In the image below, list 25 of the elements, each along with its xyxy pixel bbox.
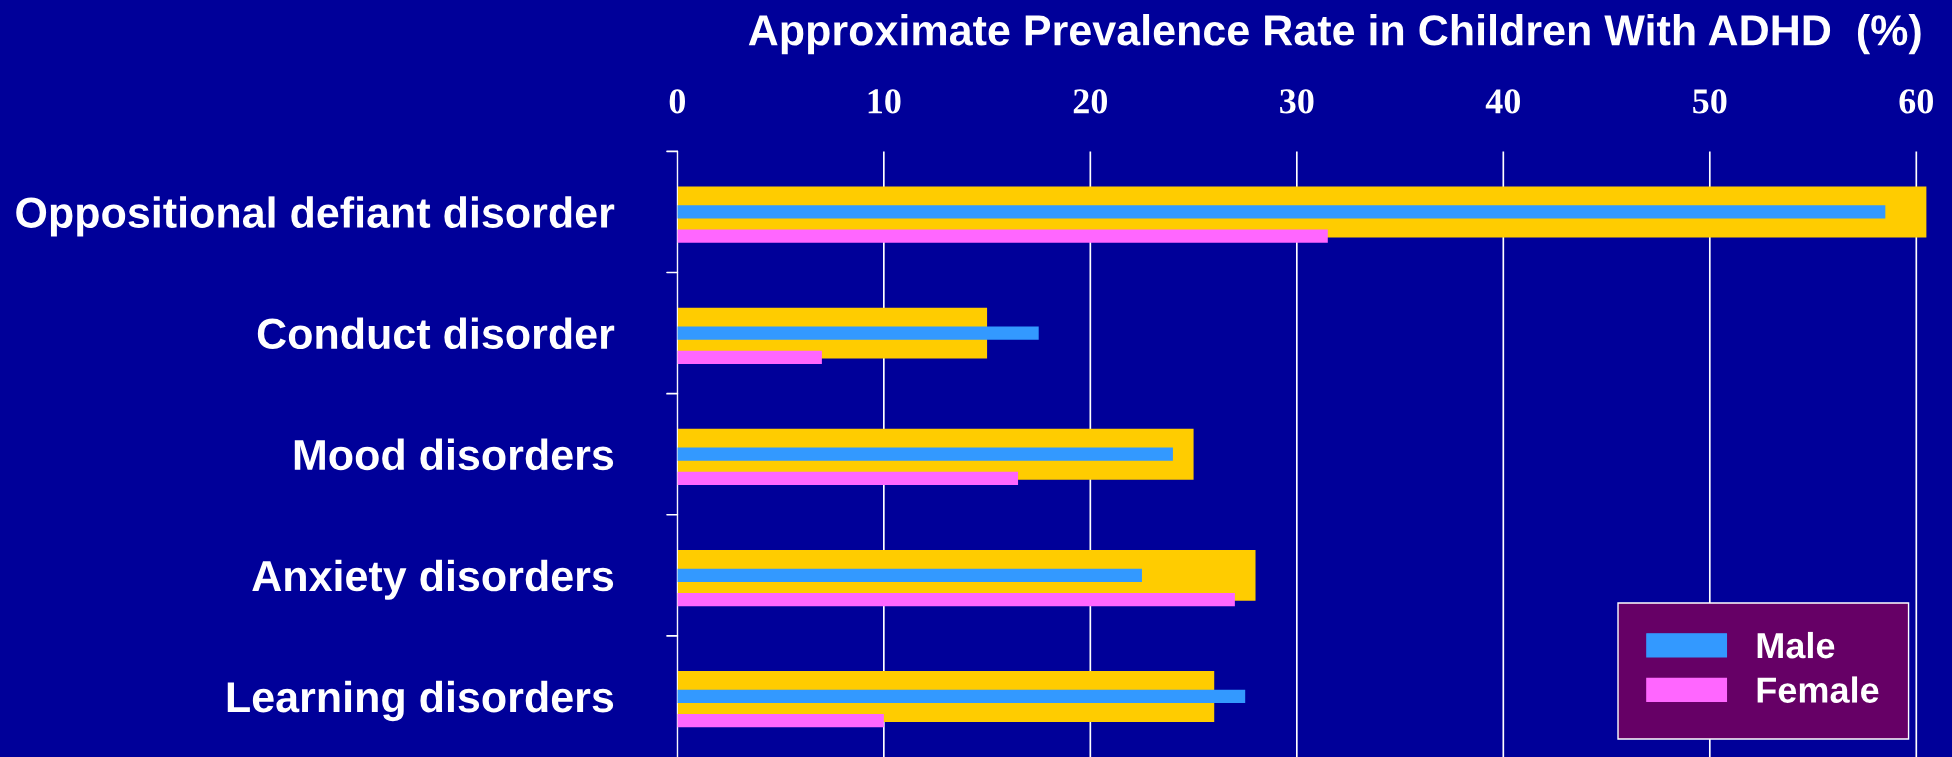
bar [677, 568, 1142, 582]
bar [677, 689, 1246, 704]
bar [677, 326, 1039, 340]
y-tick-label: Conduct disorder [257, 317, 615, 350]
x-tick-label: 20 [1073, 89, 1108, 114]
bar [677, 229, 1328, 243]
bar [677, 471, 1019, 486]
x-tick-label: 30 [1280, 89, 1314, 114]
bar [677, 592, 1235, 607]
legend-label: Female [1757, 676, 1879, 703]
y-tick-label: Learning disorders [227, 680, 614, 722]
x-tick-label: 0 [669, 89, 685, 114]
bar [677, 714, 884, 728]
y-tick-label: Anxiety disorders [252, 559, 614, 600]
legend-label: Male [1757, 631, 1835, 659]
x-tick-label: 60 [1899, 89, 1933, 114]
bar [677, 447, 1173, 461]
x-tick-label: 10 [868, 89, 901, 114]
chart-title: Approximate Prevalence Rate in Children With ADHD (%) [748, 14, 1921, 55]
x-tick-label: 40 [1485, 89, 1520, 114]
x-tick-label: 50 [1693, 89, 1727, 114]
y-tick-label: Oppositional defiant disorder [16, 196, 615, 237]
y-tick-label: Mood disorders [294, 438, 614, 471]
bar [677, 205, 1886, 219]
bar [677, 350, 822, 364]
